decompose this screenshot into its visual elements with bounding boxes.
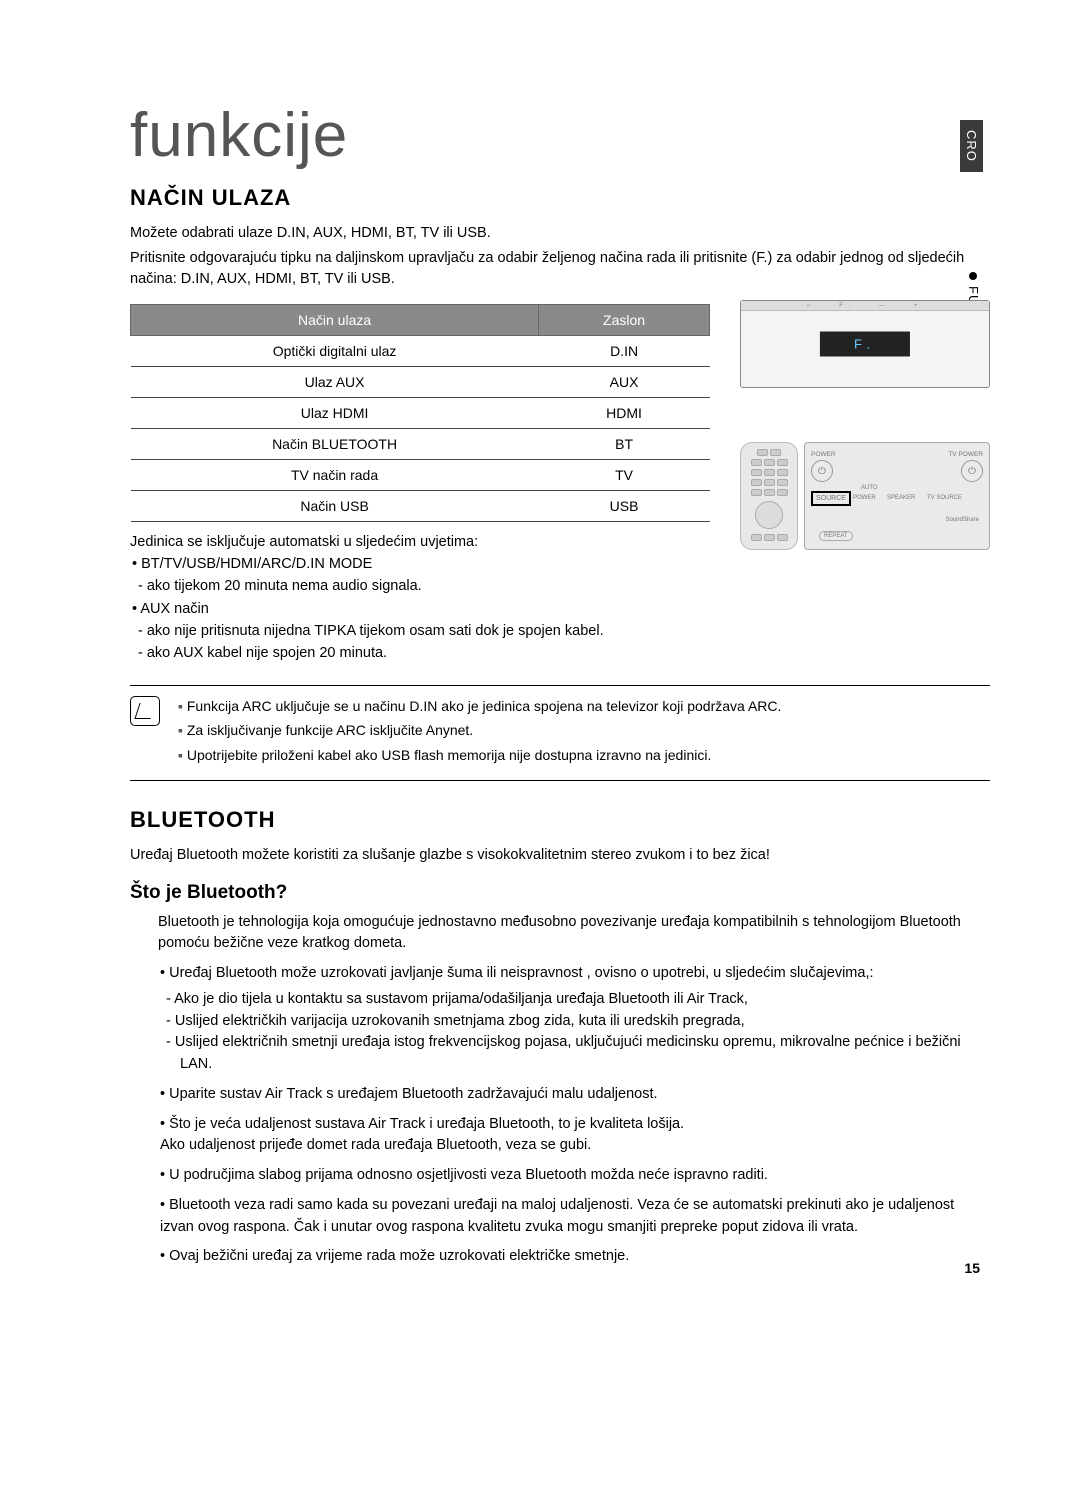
panel-soundshare-label: SoundShare — [946, 517, 979, 523]
table-row: Način USBUSB — [131, 491, 710, 522]
remote-panel-graphic: POWER TV POWER ⏻ ⏻ SOURCE AUTO POWER SPE… — [804, 442, 990, 550]
list-subitem: Uslijed električnih smetnji uređaja isto… — [180, 1032, 990, 1076]
panel-tvpower-label: TV POWER — [948, 451, 983, 458]
panel-speaker-label: SPEAKER — [887, 495, 915, 501]
table-row: Način BLUETOOTHBT — [131, 429, 710, 460]
table-header: Zaslon — [539, 305, 710, 336]
panel-auto-label: AUTO — [861, 485, 878, 491]
table-cell: Način BLUETOOTH — [131, 429, 539, 460]
panel-power-label: POWER — [811, 451, 836, 458]
list-item: Bluetooth veza radi samo kada su povezan… — [160, 1195, 990, 1239]
panel-tvsource-label: TV SOURCE — [927, 495, 962, 501]
device-illustration: ○ F. — + F. POW — [740, 298, 990, 550]
power-icon: ⏻ — [811, 460, 833, 482]
page-number: 15 — [964, 1260, 980, 1276]
list-item: Ovaj bežični uređaj za vrijeme rada može… — [160, 1246, 990, 1268]
table-cell: Optički digitalni ulaz — [131, 336, 539, 367]
soundbar-graphic: ○ F. — + F. — [740, 300, 990, 388]
table-cell: BT — [539, 429, 710, 460]
list-item: Što je veća udaljenost sustava Air Track… — [160, 1114, 990, 1158]
table-cell: D.IN — [539, 336, 710, 367]
table-header: Način ulaza — [131, 305, 539, 336]
remote-graphic — [740, 442, 798, 550]
input-mode-table: Način ulaza Zaslon Optički digitalni ula… — [130, 304, 710, 522]
table-cell: Ulaz HDMI — [131, 398, 539, 429]
list-item: AUX načinako nije pritisnuta nijedna TIP… — [132, 599, 710, 664]
side-dot-icon — [969, 272, 977, 280]
table-row: Ulaz AUXAUX — [131, 367, 710, 398]
list-item: Uparite sustav Air Track s uređajem Blue… — [160, 1084, 990, 1106]
table-row: Optički digitalni ulazD.IN — [131, 336, 710, 367]
table-row: Ulaz HDMIHDMI — [131, 398, 710, 429]
panel-power-small: POWER — [853, 495, 876, 501]
table-cell: TV — [539, 460, 710, 491]
list-subitem: ako tijekom 20 minuta nema audio signala… — [152, 576, 710, 598]
autooff-intro: Jedinica se isključuje automatski u slje… — [130, 532, 710, 554]
list-subitem: ako nije pritisnuta nijedna TIPKA tijeko… — [152, 621, 710, 643]
intro-text: Možete odabrati ulaze D.IN, AUX, HDMI, B… — [130, 223, 990, 244]
note-item: Funkcija ARC uključuje se u načinu D.IN … — [178, 696, 781, 718]
note-item: Upotrijebite priloženi kabel ako USB fla… — [178, 745, 781, 767]
page-title: funkcije — [130, 100, 990, 171]
list-subitem: Uslijed električkih varijacija uzrokovan… — [180, 1011, 990, 1033]
table-cell: AUX — [539, 367, 710, 398]
table-row: TV način radaTV — [131, 460, 710, 491]
list-item: Uređaj Bluetooth može uzrokovati javljan… — [160, 963, 990, 1076]
table-cell: TV način rada — [131, 460, 539, 491]
source-box-highlight: SOURCE — [811, 491, 851, 506]
bluetooth-intro: Uređaj Bluetooth možete koristiti za slu… — [130, 845, 990, 866]
note-box: Funkcija ARC uključuje se u načinu D.IN … — [130, 685, 990, 781]
intro-text-2: Pritisnite odgovarajuću tipku na daljins… — [130, 248, 990, 290]
soundbar-top-icons: ○ F. — + — [741, 301, 989, 311]
note-item: Za isključivanje funkcije ARC isključite… — [178, 720, 781, 742]
soundbar-display: F. — [820, 332, 910, 357]
subsection-heading: Što je Bluetooth? — [130, 882, 990, 904]
table-cell: Ulaz AUX — [131, 367, 539, 398]
locale-tab: CRO — [960, 120, 983, 172]
table-cell: Način USB — [131, 491, 539, 522]
table-cell: USB — [539, 491, 710, 522]
section-heading-input-mode: NAČIN ULAZA — [130, 185, 990, 211]
bluetooth-desc: Bluetooth je tehnologija koja omogućuje … — [158, 912, 990, 956]
tv-power-icon: ⏻ — [961, 460, 983, 482]
note-icon — [130, 696, 160, 726]
list-item: U područjima slabog prijama odnosno osje… — [160, 1165, 990, 1187]
list-item: BT/TV/USB/HDMI/ARC/D.IN MODEako tijekom … — [132, 554, 710, 598]
list-subitem: ako AUX kabel nije spojen 20 minuta. — [152, 643, 710, 665]
panel-repeat-label: REPEAT — [819, 531, 853, 541]
table-cell: HDMI — [539, 398, 710, 429]
list-subitem: Ako je dio tijela u kontaktu sa sustavom… — [180, 989, 990, 1011]
section-heading-bluetooth: BLUETOOTH — [130, 807, 990, 833]
